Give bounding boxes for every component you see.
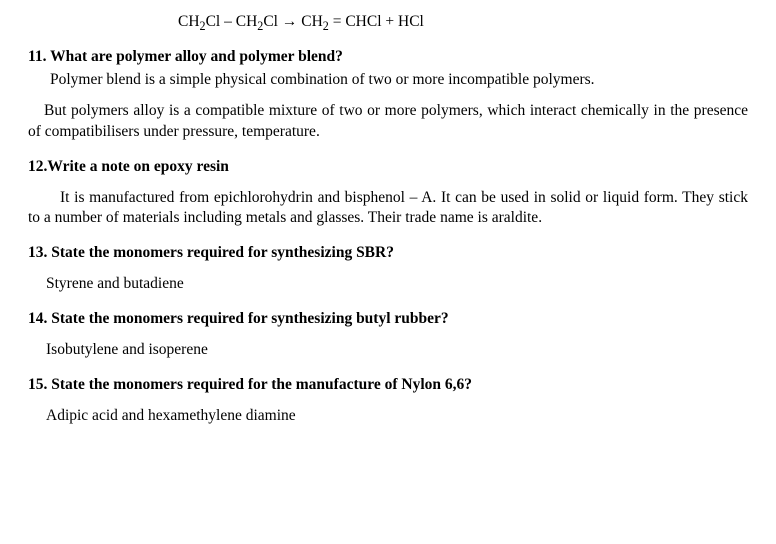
eq-dash: –	[220, 13, 236, 30]
question-14: 14. State the monomers required for synt…	[28, 309, 748, 361]
eq-lhs1: CH	[178, 13, 200, 30]
q12-answer: It is manufactured from epichlorohydrin …	[28, 188, 748, 230]
question-11: 11. What are polymer alloy and polymer b…	[28, 47, 748, 143]
question-13: 13. State the monomers required for synt…	[28, 243, 748, 295]
q12-heading: 12.Write a note on epoxy resin	[28, 157, 748, 178]
q15-answer: Adipic acid and hexamethylene diamine	[28, 406, 748, 427]
question-15: 15. State the monomers required for the …	[28, 375, 748, 427]
q13-answer: Styrene and butadiene	[28, 274, 748, 295]
q11-heading: 11. What are polymer alloy and polymer b…	[28, 47, 748, 68]
eq-lhs2-tail: Cl	[263, 13, 278, 30]
eq-lhs2: CH	[236, 13, 258, 30]
eq-rhs1: CH	[301, 13, 323, 30]
q15-heading: 15. State the monomers required for the …	[28, 375, 748, 396]
question-12: 12.Write a note on epoxy resin It is man…	[28, 157, 748, 230]
eq-arrow: →	[278, 13, 301, 30]
chemical-equation: CH2Cl – CH2Cl → CH2 = CHCl + HCl	[28, 12, 748, 33]
q14-heading: 14. State the monomers required for synt…	[28, 309, 748, 330]
eq-rhs1-tail: = CHCl + HCl	[329, 13, 424, 30]
document-page: CH2Cl – CH2Cl → CH2 = CHCl + HCl 11. Wha…	[0, 0, 776, 451]
eq-lhs1-tail: Cl	[206, 13, 221, 30]
q14-answer: Isobutylene and isoperene	[28, 340, 748, 361]
q11-answer-2: But polymers alloy is a compatible mixtu…	[28, 101, 748, 143]
q13-heading: 13. State the monomers required for synt…	[28, 243, 748, 264]
q11-answer-1: Polymer blend is a simple physical combi…	[28, 70, 748, 91]
